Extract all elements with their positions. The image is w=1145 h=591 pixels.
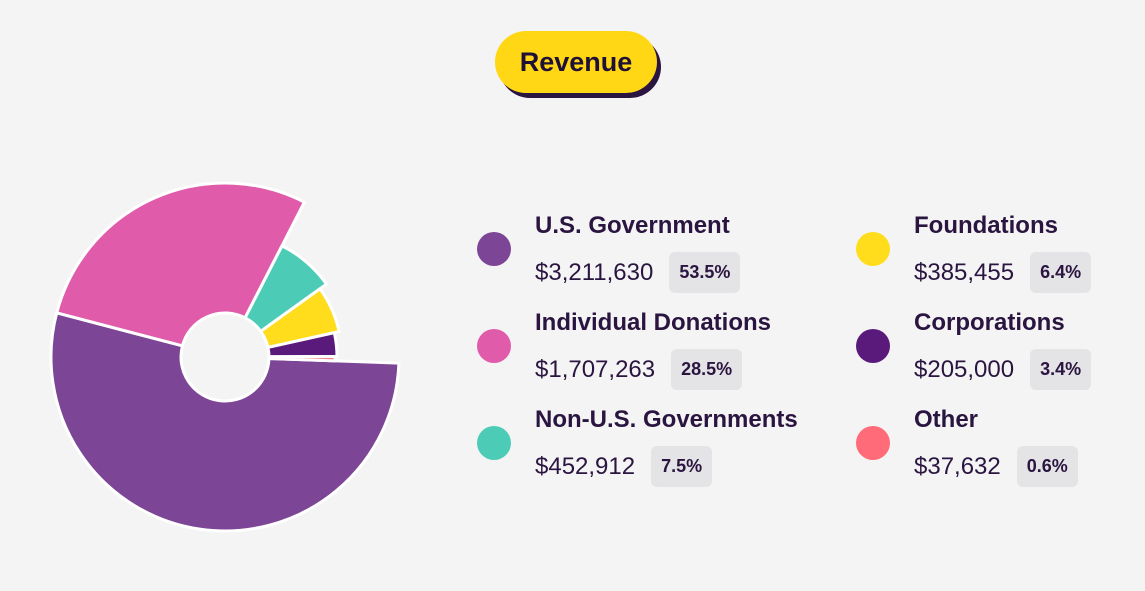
legend-swatch-other: [856, 426, 890, 460]
title-badge: Revenue: [495, 31, 661, 98]
legend-amount: $205,000: [914, 355, 1015, 383]
legend-label: U.S. Government: [535, 212, 730, 239]
legend-label: Corporations: [914, 309, 1065, 336]
donut-chart: [49, 181, 401, 533]
legend-amount: $1,707,263: [535, 355, 656, 383]
legend-percent-badge: 28.5%: [671, 349, 743, 390]
legend-item-corporations: Corporations $205,000 3.4%: [856, 309, 1136, 390]
donut-slice-other: [267, 355, 337, 363]
legend-percent-badge: 0.6%: [1016, 446, 1078, 487]
legend-swatch-corporations: [856, 329, 890, 363]
legend-percent-badge: 3.4%: [1030, 349, 1092, 390]
legend-amount: $452,912: [535, 452, 636, 480]
chart-title: Revenue: [495, 31, 657, 93]
legend-percent-badge: 7.5%: [651, 446, 713, 487]
legend-label: Non-U.S. Governments: [535, 406, 798, 433]
legend-item-non-us-governments: Non-U.S. Governments $452,912 7.5%: [477, 406, 837, 487]
donut-slice-foundations: [259, 287, 341, 349]
legend-amount: $37,632: [914, 452, 1001, 480]
legend-swatch-individual-donations: [477, 329, 511, 363]
legend-label: Other: [914, 406, 979, 433]
legend-label: Foundations: [914, 212, 1058, 239]
legend-item-individual-donations: Individual Donations $1,707,263 28.5%: [477, 309, 837, 390]
legend-item-us-government: U.S. Government $3,211,630 53.5%: [477, 212, 837, 293]
donut-slice-individual-donations: [55, 181, 306, 348]
legend-swatch-us-government: [477, 232, 511, 266]
legend-amount: $3,211,630: [535, 258, 654, 286]
legend-swatch-non-us-governments: [477, 426, 511, 460]
legend-percent-badge: 6.4%: [1030, 252, 1092, 293]
legend-label: Individual Donations: [535, 309, 772, 336]
legend-item-other: Other $37,632 0.6%: [856, 406, 1136, 487]
legend-percent-badge: 53.5%: [669, 252, 741, 293]
legend-swatch-foundations: [856, 232, 890, 266]
legend-amount: $385,455: [914, 258, 1015, 286]
legend-item-foundations: Foundations $385,455 6.4%: [856, 212, 1136, 293]
donut-slice-non-u-s-governments: [243, 244, 329, 333]
donut-slice-u-s-government: [49, 311, 401, 533]
